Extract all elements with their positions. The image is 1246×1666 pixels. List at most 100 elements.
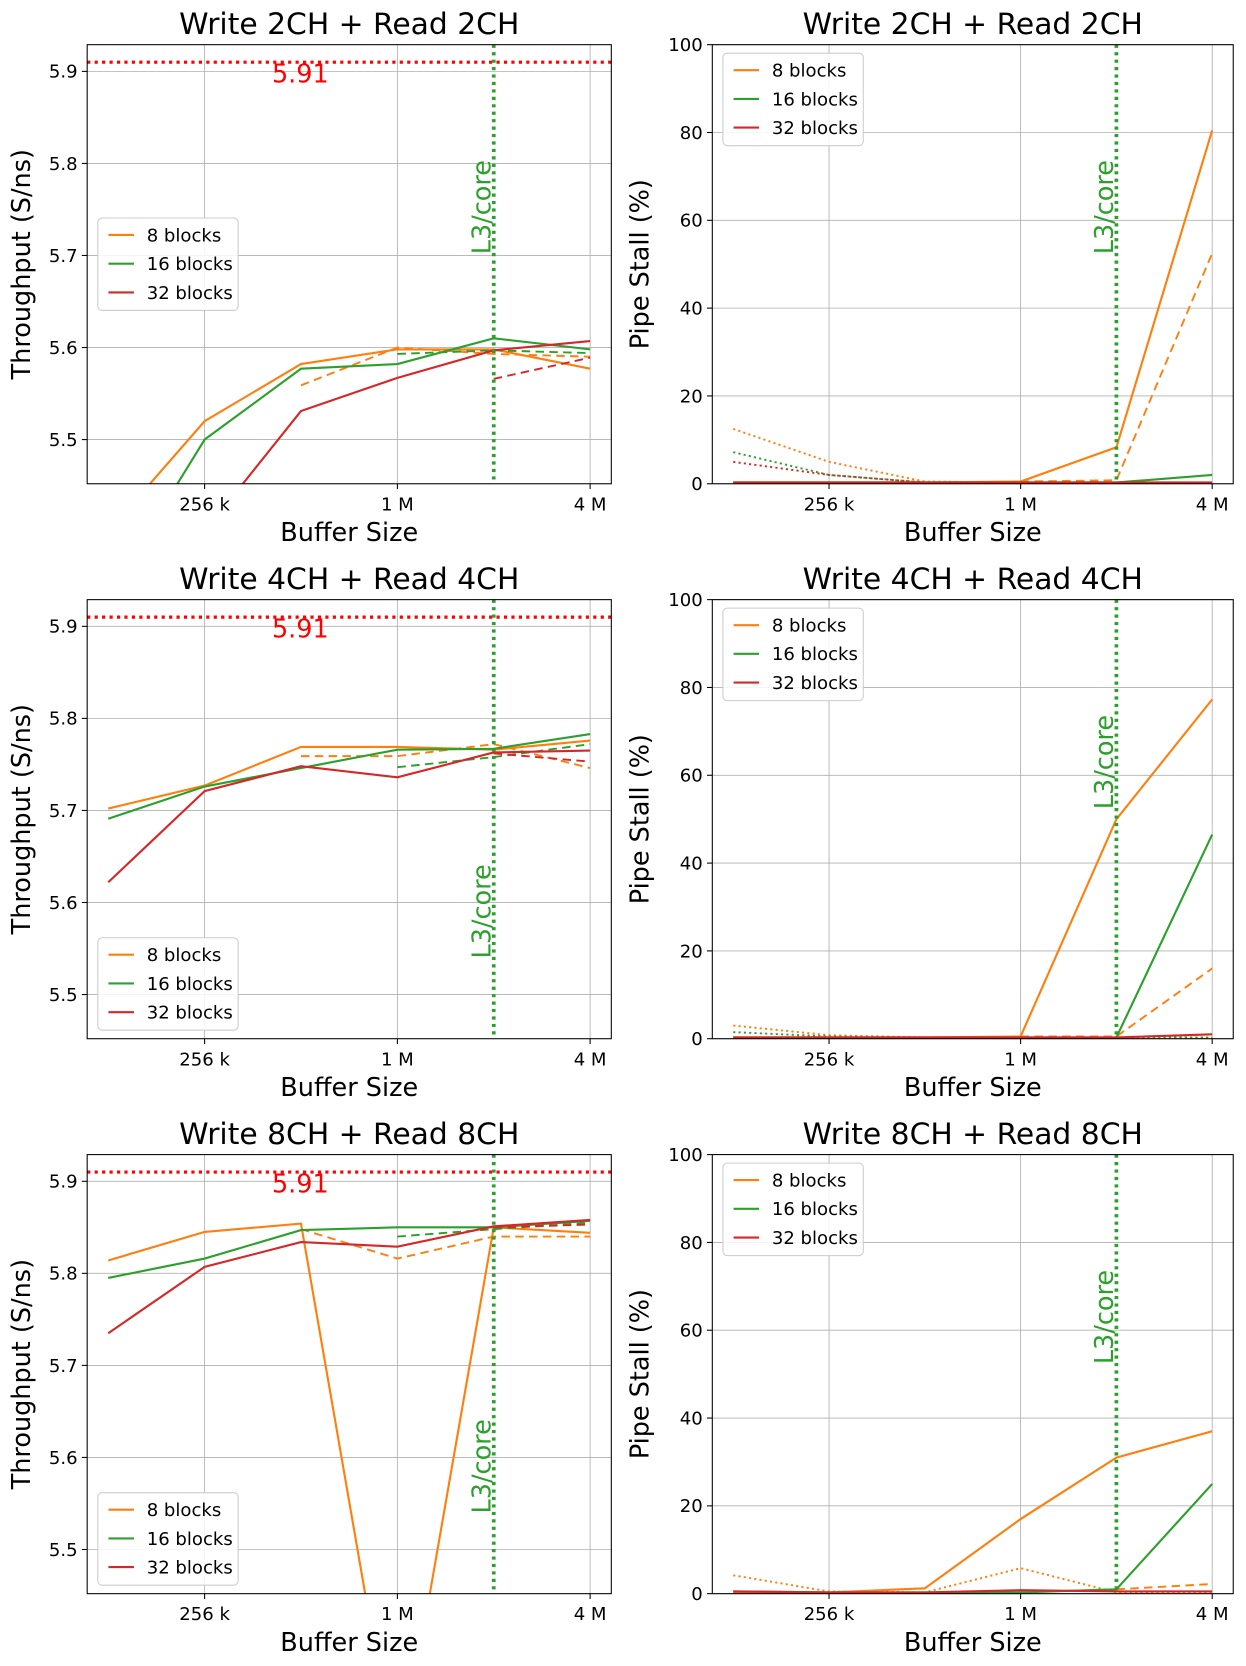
plot-frame xyxy=(711,599,1234,1040)
series-line xyxy=(733,129,1214,484)
y-tick-label: 80 xyxy=(680,123,703,144)
chart-panel: Write 2CH + Read 2CH Buffer Size Throughpu… xyxy=(7,7,612,548)
x-axis-label: Buffer Size xyxy=(904,1628,1042,1658)
plot-area xyxy=(732,44,1214,484)
x-axis-label: Buffer Size xyxy=(280,518,418,548)
y-tick-label: 20 xyxy=(680,1496,703,1517)
series-line-dashed xyxy=(493,752,591,763)
legend-box xyxy=(722,52,864,147)
x-tick-label: 1 M xyxy=(381,1604,414,1625)
series-line-dotted xyxy=(733,1567,1213,1594)
x-tick-label: 4 M xyxy=(574,1604,607,1625)
y-tick-label: 5.9 xyxy=(49,62,78,83)
plot-area xyxy=(733,1154,1213,1594)
x-tick-label: 1 M xyxy=(381,494,414,515)
legend-box xyxy=(97,1492,239,1586)
chart-title: Write 2CH + Read 2CH xyxy=(179,7,519,42)
series-line xyxy=(107,1222,591,1594)
chart-panel: Write 2CH + Read 2CH Buffer Size Pipe Stal… xyxy=(626,7,1234,548)
y-tick-label: 100 xyxy=(668,590,702,611)
series-line-dashed xyxy=(397,1221,591,1238)
y-tick-label: 5.7 xyxy=(49,801,78,822)
x-tick-label: 4 M xyxy=(1196,1604,1229,1625)
series-line-dashed xyxy=(397,349,591,355)
chart-title: Write 4CH + Read 4CH xyxy=(803,562,1143,597)
y-tick-label: 5.6 xyxy=(49,1448,78,1469)
y-axis-label: Pipe Stall (%) xyxy=(626,1289,656,1459)
chart-title: Write 8CH + Read 8CH xyxy=(803,1117,1143,1152)
y-tick-label: 5.9 xyxy=(49,1172,78,1193)
reference-label: L3/core xyxy=(468,864,498,958)
legend-label: 16 blocks xyxy=(772,1199,858,1220)
legend-label: 16 blocks xyxy=(147,1529,233,1550)
plot-frame xyxy=(86,1154,612,1595)
plot-area xyxy=(87,599,612,1039)
reference-label: 5.91 xyxy=(272,1169,329,1199)
y-axis-label: Pipe Stall (%) xyxy=(626,179,656,349)
x-tick-label: 1 M xyxy=(1004,1604,1037,1625)
series-line xyxy=(733,1589,1213,1594)
series-line-dotted xyxy=(732,427,1213,484)
y-tick-label: 40 xyxy=(680,299,703,320)
plot-frame xyxy=(711,44,1234,485)
series-line-dashed xyxy=(1020,252,1214,483)
y-tick-label: 100 xyxy=(668,35,702,56)
y-tick-label: 5.8 xyxy=(49,709,78,730)
legend-box xyxy=(722,607,864,702)
legend-label: 32 blocks xyxy=(772,1228,858,1249)
legend: 8 blocks 16 blocks 32 blocks xyxy=(97,217,239,311)
series-line xyxy=(107,739,591,810)
legend-box xyxy=(97,937,239,1031)
y-axis-label: Throughput (S/ns) xyxy=(7,1259,37,1490)
y-tick-label: 0 xyxy=(691,1029,703,1050)
y-tick-label: 20 xyxy=(680,386,703,407)
legend-label: 32 blocks xyxy=(772,118,858,139)
series-line xyxy=(148,348,591,484)
series-line-dotted xyxy=(733,460,1213,484)
series-line xyxy=(241,340,591,484)
x-tick-label: 1 M xyxy=(381,1049,414,1070)
y-tick-label: 5.8 xyxy=(49,1264,78,1285)
reference-label: L3/core xyxy=(1090,160,1120,254)
legend-label: 8 blocks xyxy=(147,225,222,246)
series-line xyxy=(107,732,591,820)
legend-label: 8 blocks xyxy=(147,1500,222,1521)
legend: 8 blocks 16 blocks 32 blocks xyxy=(97,937,239,1031)
reference-label: 5.91 xyxy=(272,614,329,644)
plot-frame xyxy=(711,1154,1234,1595)
y-tick-label: 60 xyxy=(680,1321,703,1342)
series-line-dashed xyxy=(1116,1583,1213,1591)
x-tick-label: 256 k xyxy=(804,494,855,515)
y-tick-label: 5.7 xyxy=(49,1356,78,1377)
y-tick-label: 40 xyxy=(680,853,703,874)
chart-panel: Write 4CH + Read 4CH Buffer Size Throughpu… xyxy=(7,562,612,1103)
reference-label: L3/core xyxy=(468,1419,498,1513)
legend-label: 16 blocks xyxy=(147,974,233,995)
chart-title: Write 4CH + Read 4CH xyxy=(179,562,519,597)
x-tick-label: 256 k xyxy=(804,1604,855,1625)
legend-label: 32 blocks xyxy=(147,283,233,304)
reference-label: 5.91 xyxy=(272,59,329,89)
plot-frame xyxy=(86,599,612,1040)
x-tick-label: 4 M xyxy=(574,494,607,515)
x-tick-label: 256 k xyxy=(179,1049,230,1070)
x-axis-label: Buffer Size xyxy=(904,518,1042,548)
y-tick-label: 60 xyxy=(680,211,703,232)
x-tick-label: 1 M xyxy=(1004,494,1037,515)
legend-label: 8 blocks xyxy=(772,616,847,637)
y-tick-label: 0 xyxy=(691,474,703,495)
series-line xyxy=(733,834,1214,1039)
x-tick-label: 4 M xyxy=(1196,494,1229,515)
y-tick-label: 5.5 xyxy=(49,985,78,1006)
x-tick-label: 4 M xyxy=(1196,1049,1229,1070)
series-line xyxy=(733,1483,1213,1594)
legend-label: 8 blocks xyxy=(772,61,847,82)
legend-box xyxy=(722,1162,864,1257)
x-axis-label: Buffer Size xyxy=(280,1628,418,1658)
chart-panel: Write 8CH + Read 8CH Buffer Size Pipe Stal… xyxy=(626,1117,1234,1658)
x-axis-label: Buffer Size xyxy=(904,1073,1042,1103)
y-tick-label: 40 xyxy=(680,1408,703,1429)
legend-box xyxy=(97,217,239,311)
x-axis-label: Buffer Size xyxy=(280,1073,418,1103)
